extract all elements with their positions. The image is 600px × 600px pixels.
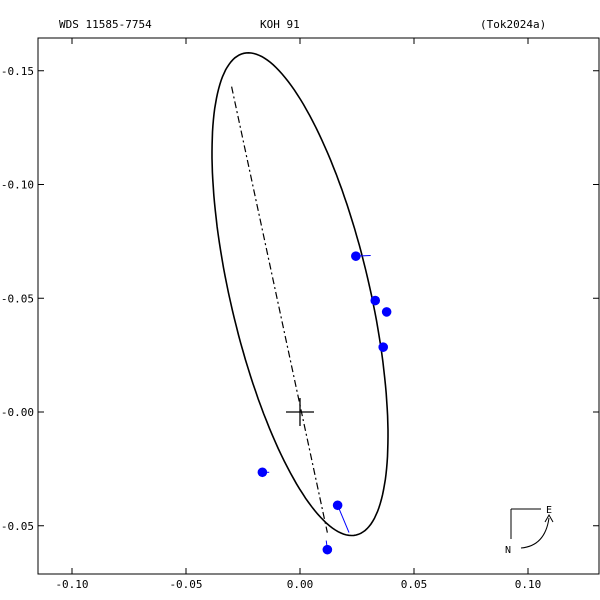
y-tick-label: -0.10 xyxy=(1,179,34,192)
compass-east-label: E xyxy=(546,505,552,516)
x-tick-label: 0.00 xyxy=(287,578,314,591)
observation-point xyxy=(332,500,343,511)
observation-point xyxy=(381,307,392,317)
compass-rotation-arrow xyxy=(520,517,550,549)
orbit-layer xyxy=(211,51,389,537)
compass-north-label: N xyxy=(505,545,511,556)
x-tick-labels: -0.10 -0.05 0.00 0.05 0.10 xyxy=(55,578,541,591)
plot-frame xyxy=(37,37,600,575)
y-tick-labels: -0.15 -0.10 -0.05 -0.00 -0.05 xyxy=(1,65,34,533)
compass: E N xyxy=(505,505,554,556)
x-tick-label: -0.10 xyxy=(55,578,88,591)
orbit-ellipse xyxy=(211,51,389,537)
compass-arrowhead xyxy=(544,513,554,523)
discoverer-label: KOH 91 xyxy=(260,18,300,31)
y-tick-label: -0.05 xyxy=(1,292,34,305)
line-of-nodes xyxy=(231,86,328,533)
axis-ticks xyxy=(38,38,599,574)
x-tick-label: 0.05 xyxy=(401,578,428,591)
y-tick-label: -0.00 xyxy=(1,406,34,419)
y-tick-label: -0.15 xyxy=(1,65,34,78)
observation-point xyxy=(378,342,389,352)
observation-point xyxy=(351,251,361,261)
residual-line xyxy=(337,505,350,533)
residual-layer xyxy=(262,254,387,550)
observation-layer xyxy=(257,251,392,555)
wds-id-label: WDS 11585-7754 xyxy=(59,18,152,31)
reference-label: (Tok2024a) xyxy=(480,18,546,31)
x-tick-label: 0.10 xyxy=(515,578,542,591)
primary-star-marker xyxy=(286,398,314,426)
observation-point xyxy=(257,467,268,478)
observation-point xyxy=(322,544,333,555)
x-tick-label: -0.05 xyxy=(169,578,202,591)
y-tick-label: -0.05 xyxy=(1,520,34,533)
observation-point xyxy=(370,295,381,306)
